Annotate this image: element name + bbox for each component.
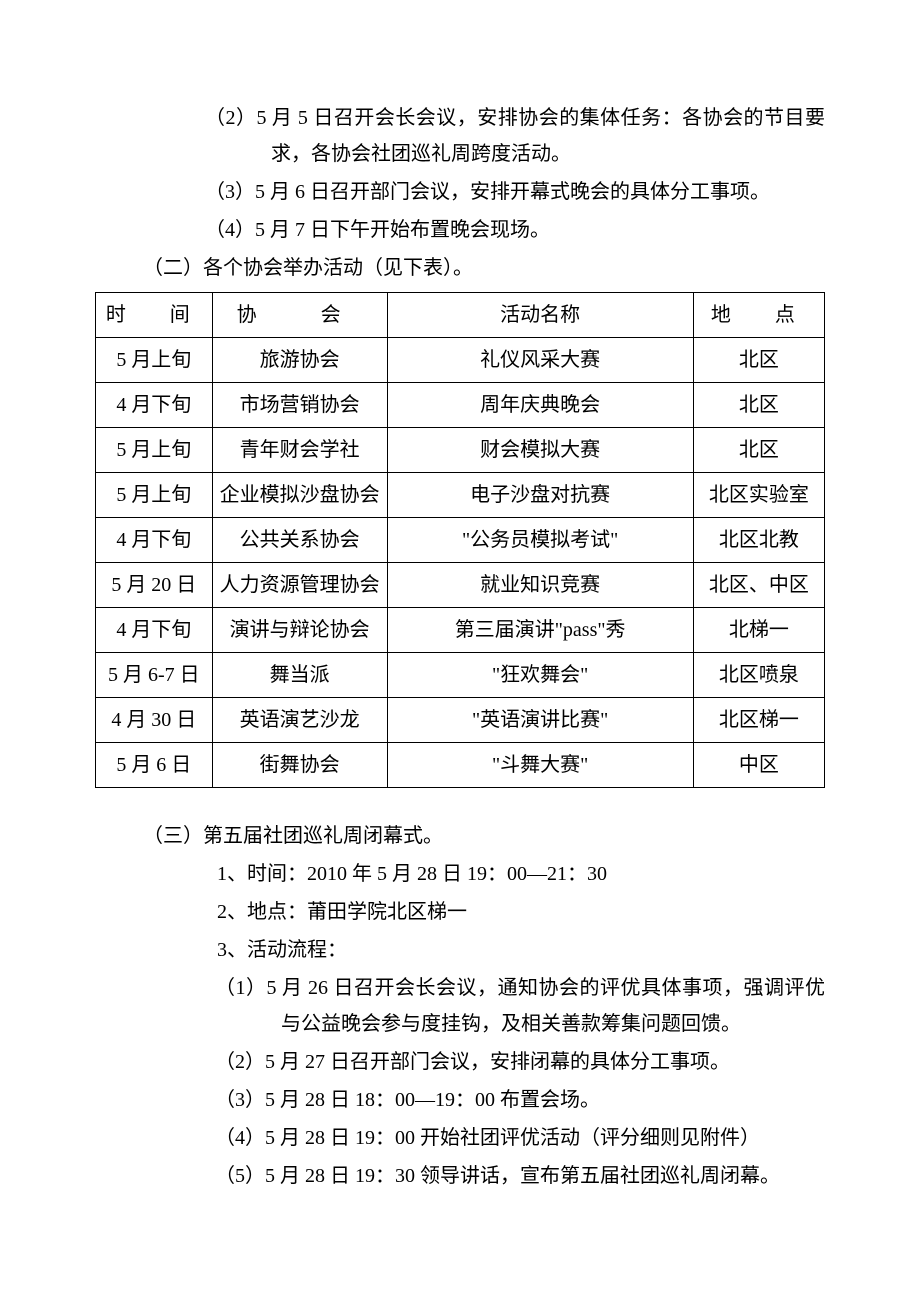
cell-time: 5 月 6-7 日 — [96, 653, 213, 698]
cell-assoc: 人力资源管理协会 — [212, 563, 387, 608]
cell-loc: 北区、中区 — [693, 563, 824, 608]
flow-item-4: （4）5 月 28 日 19：00 开始社团评优活动（评分细则见附件） — [215, 1120, 825, 1156]
cell-assoc: 青年财会学社 — [212, 428, 387, 473]
table-row: 5 月上旬企业模拟沙盘协会电子沙盘对抗赛北区实验室 — [96, 473, 825, 518]
cell-time: 5 月上旬 — [96, 338, 213, 383]
intro-item-2: （2）5 月 5 日召开会长会议，安排协会的集体任务：各协会的节目要求，各协会社… — [205, 100, 825, 172]
sub-item-1: 1、时间：2010 年 5 月 28 日 19：00—21：30 — [217, 856, 825, 892]
intro-list: （2）5 月 5 日召开会长会议，安排协会的集体任务：各协会的节目要求，各协会社… — [205, 100, 825, 248]
table-row: 5 月 6-7 日舞当派"狂欢舞会"北区喷泉 — [96, 653, 825, 698]
intro-item-4: （4）5 月 7 日下午开始布置晚会现场。 — [205, 212, 825, 248]
cell-time: 4 月下旬 — [96, 518, 213, 563]
cell-time: 5 月 20 日 — [96, 563, 213, 608]
cell-event: 第三届演讲"pass"秀 — [387, 608, 693, 653]
cell-assoc: 旅游协会 — [212, 338, 387, 383]
sub-item-3: 3、活动流程： — [217, 932, 825, 968]
cell-time: 4 月下旬 — [96, 608, 213, 653]
cell-loc: 北区北教 — [693, 518, 824, 563]
cell-time: 5 月 6 日 — [96, 743, 213, 788]
sub-item-2: 2、地点：莆田学院北区梯一 — [217, 894, 825, 930]
cell-assoc: 舞当派 — [212, 653, 387, 698]
flow-item-1: （1）5 月 26 日召开会长会议，通知协会的评优具体事项，强调评优与公益晚会参… — [215, 970, 825, 1042]
cell-loc: 北梯一 — [693, 608, 824, 653]
th-time: 时 间 — [96, 293, 213, 338]
section-3-flow-list: （1）5 月 26 日召开会长会议，通知协会的评优具体事项，强调评优与公益晚会参… — [215, 970, 825, 1194]
cell-assoc: 市场营销协会 — [212, 383, 387, 428]
cell-assoc: 街舞协会 — [212, 743, 387, 788]
table-row: 5 月 20 日人力资源管理协会就业知识竞赛北区、中区 — [96, 563, 825, 608]
cell-event: 礼仪风采大赛 — [387, 338, 693, 383]
table-row: 4 月下旬公共关系协会"公务员模拟考试"北区北教 — [96, 518, 825, 563]
table-row: 4 月下旬演讲与辩论协会第三届演讲"pass"秀北梯一 — [96, 608, 825, 653]
cell-event: "英语演讲比赛" — [387, 698, 693, 743]
cell-loc: 北区 — [693, 383, 824, 428]
table-row: 4 月 30 日英语演艺沙龙"英语演讲比赛"北区梯一 — [96, 698, 825, 743]
cell-event: 电子沙盘对抗赛 — [387, 473, 693, 518]
cell-assoc: 公共关系协会 — [212, 518, 387, 563]
flow-item-2: （2）5 月 27 日召开部门会议，安排闭幕的具体分工事项。 — [215, 1044, 825, 1080]
cell-event: "斗舞大赛" — [387, 743, 693, 788]
cell-assoc: 演讲与辩论协会 — [212, 608, 387, 653]
section-2-heading: （二）各个协会举办活动（见下表）。 — [143, 250, 825, 286]
cell-event: "狂欢舞会" — [387, 653, 693, 698]
cell-event: "公务员模拟考试" — [387, 518, 693, 563]
cell-event: 财会模拟大赛 — [387, 428, 693, 473]
intro-item-3: （3）5 月 6 日召开部门会议，安排开幕式晚会的具体分工事项。 — [205, 174, 825, 210]
cell-assoc: 英语演艺沙龙 — [212, 698, 387, 743]
cell-time: 5 月上旬 — [96, 473, 213, 518]
cell-loc: 北区 — [693, 338, 824, 383]
cell-loc: 北区实验室 — [693, 473, 824, 518]
flow-item-5: （5）5 月 28 日 19：30 领导讲话，宣布第五届社团巡礼周闭幕。 — [215, 1158, 825, 1194]
cell-time: 5 月上旬 — [96, 428, 213, 473]
th-loc: 地 点 — [693, 293, 824, 338]
activity-table: 时 间 协 会 活动名称 地 点 5 月上旬旅游协会礼仪风采大赛北区4 月下旬市… — [95, 292, 825, 788]
cell-time: 4 月下旬 — [96, 383, 213, 428]
cell-event: 就业知识竞赛 — [387, 563, 693, 608]
cell-assoc: 企业模拟沙盘协会 — [212, 473, 387, 518]
section-3-heading: （三）第五届社团巡礼周闭幕式。 — [143, 818, 825, 854]
cell-time: 4 月 30 日 — [96, 698, 213, 743]
th-assoc: 协 会 — [212, 293, 387, 338]
cell-loc: 北区梯一 — [693, 698, 824, 743]
cell-event: 周年庆典晚会 — [387, 383, 693, 428]
cell-loc: 中区 — [693, 743, 824, 788]
cell-loc: 北区 — [693, 428, 824, 473]
table-row: 4 月下旬市场营销协会周年庆典晚会北区 — [96, 383, 825, 428]
section-3-sublist: 1、时间：2010 年 5 月 28 日 19：00—21：30 2、地点：莆田… — [95, 856, 825, 968]
table-row: 5 月上旬青年财会学社财会模拟大赛北区 — [96, 428, 825, 473]
cell-loc: 北区喷泉 — [693, 653, 824, 698]
table-header-row: 时 间 协 会 活动名称 地 点 — [96, 293, 825, 338]
table-row: 5 月上旬旅游协会礼仪风采大赛北区 — [96, 338, 825, 383]
table-row: 5 月 6 日街舞协会"斗舞大赛"中区 — [96, 743, 825, 788]
flow-item-3: （3）5 月 28 日 18：00—19：00 布置会场。 — [215, 1082, 825, 1118]
th-event: 活动名称 — [387, 293, 693, 338]
